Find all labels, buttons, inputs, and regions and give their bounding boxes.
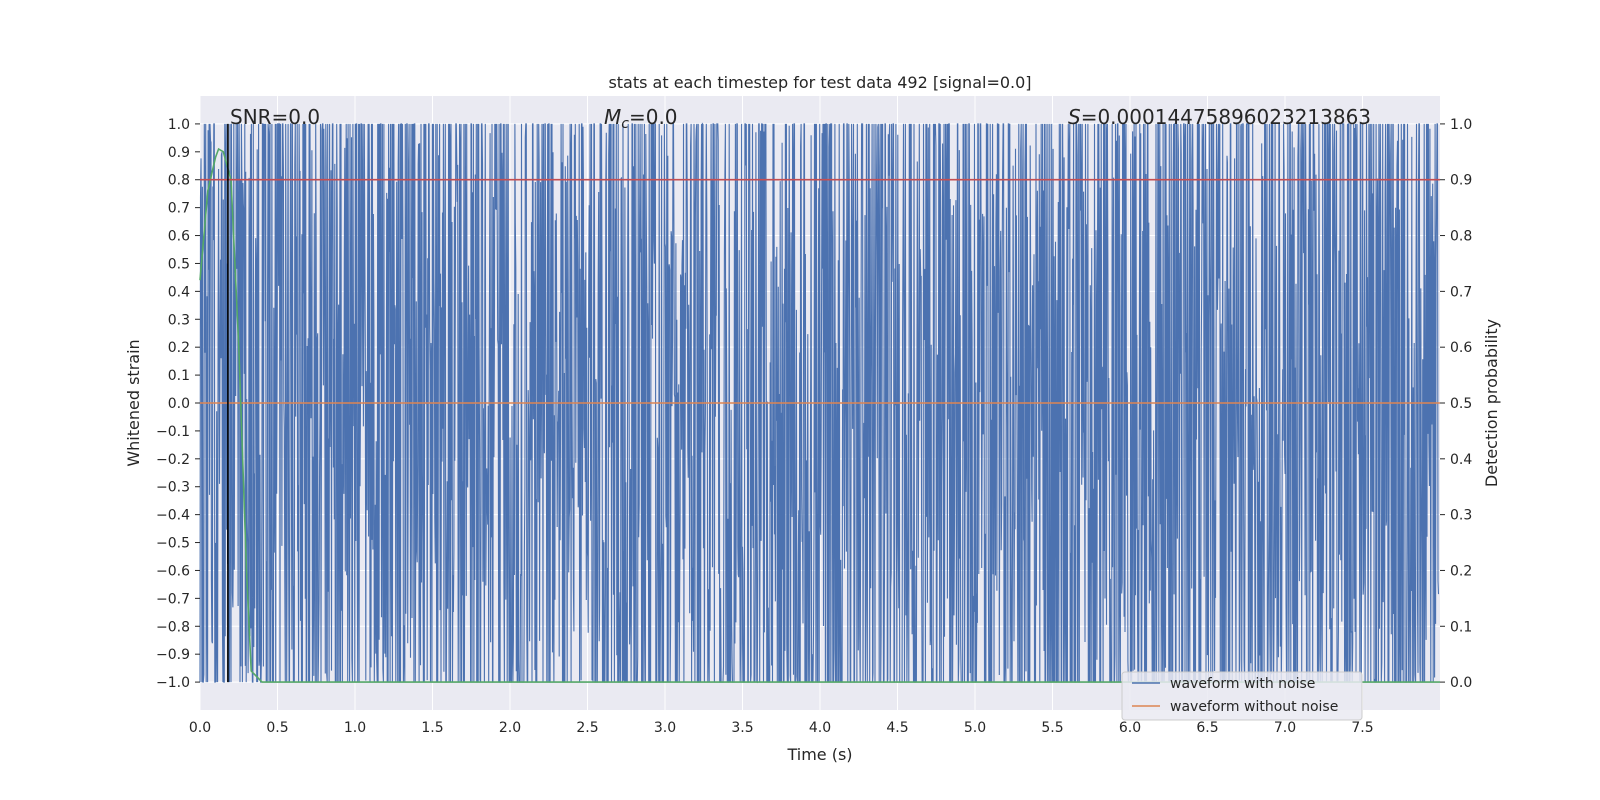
legend-box: [1121, 671, 1363, 721]
y-tick-label: 1.0: [168, 117, 190, 133]
x-tick-label: 3.0: [654, 720, 676, 736]
y2-tick-label: 0.5: [1450, 396, 1472, 412]
y-axis-label: Whitened strain: [124, 339, 143, 466]
x-tick-label: 0.0: [189, 720, 211, 736]
y-tick-label: 0.7: [168, 201, 190, 217]
chart-title: stats at each timestep for test data 492…: [608, 73, 1031, 92]
s-value: =0.00014475896023213863: [1081, 105, 1371, 129]
y-tick-label: 0.4: [168, 284, 190, 300]
y2-tick-label: 0.6: [1450, 340, 1472, 356]
y2-tick-label: 0.7: [1450, 284, 1472, 300]
y-tick-label: 0.3: [168, 312, 190, 328]
x-tick-label: 0.5: [266, 720, 288, 736]
y2-tick-label: 0.0: [1450, 675, 1472, 691]
legend: waveform with noise waveform without noi…: [1121, 671, 1363, 721]
y-tick-label: 0.9: [168, 145, 190, 161]
y-tick-label: 0.5: [168, 256, 190, 272]
y-tick-label: −0.5: [156, 536, 190, 552]
y-tick-label: 0.1: [168, 368, 190, 384]
y2-axis-label: Detection probability: [1482, 319, 1501, 487]
y-tick-label: −0.6: [156, 563, 190, 579]
y-tick-label: 0.2: [168, 340, 190, 356]
snr-annotation: SNR=0.0: [230, 105, 320, 129]
y-tick-label: −0.7: [156, 591, 190, 607]
y2-tick-label: 1.0: [1450, 117, 1472, 133]
y-tick-label: −0.9: [156, 647, 190, 663]
y-tick-label: −0.1: [156, 424, 190, 440]
y2-tick-label: 0.2: [1450, 563, 1472, 579]
lines: [199, 123, 1440, 683]
x-tick-label: 4.0: [809, 720, 831, 736]
y-tick-label: −0.2: [156, 452, 190, 468]
ticks: 0.0 0.5 1.0 1.5 2.0 2.5 3.0 3.5 4.0 4.5 5.0 5.5 6.0 6…: [156, 117, 1472, 736]
s-symbol: S: [1068, 105, 1081, 129]
y2-tick-label: 0.3: [1450, 508, 1472, 524]
x-tick-label: 1.5: [421, 720, 443, 736]
y-tick-label: −0.4: [156, 508, 190, 524]
legend-label-noise: waveform with noise: [1170, 676, 1315, 692]
y-tick-label: 0.8: [168, 173, 190, 189]
y-tick-label: −0.8: [156, 619, 190, 635]
y2-tick-label: 0.8: [1450, 229, 1472, 245]
x-tick-label: 3.5: [731, 720, 753, 736]
mc-symbol: M: [604, 105, 621, 129]
y2-tick-label: 0.4: [1450, 452, 1472, 468]
y2-tick-label: 0.9: [1450, 173, 1472, 189]
y-tick-label: 0.6: [168, 229, 190, 245]
y2-tick-label: 0.1: [1450, 619, 1472, 635]
x-tick-label: 7.5: [1351, 720, 1373, 736]
x-tick-label: 5.5: [1041, 720, 1063, 736]
mc-annotation: Mc=0.0: [604, 105, 678, 132]
mc-subscript: c: [621, 116, 629, 132]
x-tick-label: 5.0: [964, 720, 986, 736]
x-tick-label: 2.5: [576, 720, 598, 736]
x-tick-label: 6.5: [1196, 720, 1218, 736]
x-tick-label: 7.0: [1274, 720, 1296, 736]
y-tick-label: 0.0: [168, 396, 190, 412]
legend-label-clean: waveform without noise: [1170, 699, 1338, 715]
x-axis-label: Time (s): [786, 745, 852, 764]
x-tick-label: 2.0: [499, 720, 521, 736]
y-tick-label: −1.0: [156, 675, 190, 691]
x-tick-label: 4.5: [886, 720, 908, 736]
s-annotation: S=0.00014475896023213863: [1068, 105, 1371, 129]
mc-value: =0.0: [629, 105, 678, 129]
x-tick-label: 6.0: [1119, 720, 1141, 736]
x-tick-label: 1.0: [344, 720, 366, 736]
y-tick-label: −0.3: [156, 480, 190, 496]
